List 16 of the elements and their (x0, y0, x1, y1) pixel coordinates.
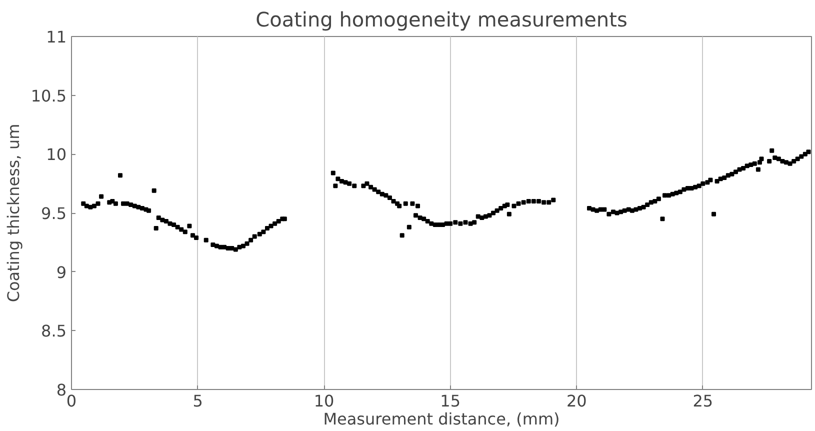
x-tick-label: 0 (66, 392, 77, 410)
x-tick-label: 5 (192, 392, 203, 410)
y-tick-label: 8 (56, 380, 67, 400)
y-tick-label: 10 (46, 145, 66, 164)
y-tick-label: 9 (56, 262, 67, 282)
x-tick-label: 25 (692, 392, 714, 410)
y-tick-label: 8.5 (41, 322, 67, 341)
y-tick-label: 10.5 (30, 86, 66, 106)
y-tick-label: 9.5 (41, 204, 67, 223)
y-axis-title: Coating thickness, um (4, 124, 23, 302)
chart-title: Coating homogeneity measurements (256, 8, 628, 32)
x-tick-label: 10 (314, 392, 334, 410)
y-tick-label: 11 (46, 28, 66, 46)
x-tick-label: 20 (566, 392, 587, 410)
x-tick-label: 15 (440, 392, 461, 410)
x-axis-title: Measurement distance, (mm) (323, 410, 560, 428)
